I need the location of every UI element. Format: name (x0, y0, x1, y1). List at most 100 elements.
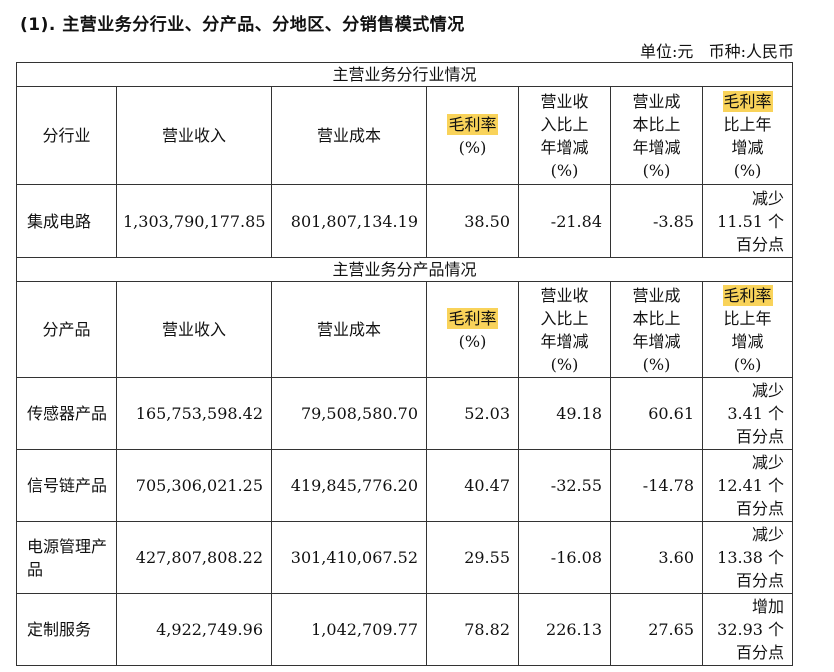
unit-currency-note: 单位:元 币种:人民币 (639, 42, 794, 61)
row-rev-change: 226.13 (518, 593, 611, 666)
rev-change-header-line: 年增减 (540, 137, 589, 157)
rev-change-header-line: 入比上 (540, 114, 589, 134)
margin-change-highlight-wrap: 毛利率 (709, 90, 786, 113)
margin-change-line: 减少 (752, 381, 785, 400)
header-first-col: 分产品 (16, 281, 117, 378)
rev-change-header-line: (%) (550, 354, 579, 374)
rev-change-header-line: (%) (550, 160, 579, 180)
margin-change-line: 百分点 (736, 427, 785, 446)
margin-change-header-line: (%) (733, 160, 762, 180)
margin-change-line: 百分点 (736, 234, 785, 254)
header-rev-change: 营业收入比上年增减 (%) (518, 281, 611, 378)
margin-change-line: 减少 (752, 188, 785, 208)
cost-change-header-line: 本比上 (632, 308, 681, 328)
row-margin-change: 减少 13.38 个百分点 (701, 521, 794, 594)
margin-pct: (%) (458, 331, 487, 351)
rev-change-header-line: 年增减 (540, 331, 589, 351)
margin-change-line: 百分点 (736, 643, 785, 662)
rev-change-header-line: 入比上 (540, 308, 589, 328)
row-margin-change: 减少 11.51 个百分点 (701, 184, 794, 258)
row-cost-change: 27.65 (610, 593, 703, 666)
row-cost: 801,807,134.19 (271, 184, 427, 258)
row-revenue: 705,306,021.25 (116, 449, 272, 522)
header-revenue: 营业收入 (116, 86, 272, 185)
header-row: 分行业 营业收入 营业成本 毛利率 (%) 营业收 入比上 年增减 (%) 营业成 本比上 年增减 (%… (16, 86, 794, 185)
row-cost-change: 3.60 (610, 521, 703, 594)
header-cost-change: 营业成本比上年增减 (%) (610, 281, 703, 378)
row-rev-change: -21.84 (518, 184, 611, 258)
row-name: 定制服务 (16, 593, 117, 666)
cost-change-header-line: 本比上 (632, 114, 681, 134)
margin-change-line: 减少 (752, 525, 785, 544)
margin-change-line: 百分点 (736, 499, 785, 518)
row-name: 信号链产品 (16, 449, 117, 522)
row-cost-change: -3.85 (610, 184, 703, 258)
margin-change-line: 12.41 个 (717, 476, 785, 495)
margin-change-highlight-wrap: 毛利率 (709, 284, 786, 307)
row-cost: 1,042,709.77 (271, 593, 427, 666)
row-margin: 52.03 (426, 377, 519, 450)
margin-change-line: 减少 (752, 453, 785, 472)
table-row: 集成电路 1,303,790,177.85 801,807,134.19 38.50-… (16, 184, 794, 258)
row-margin: 78.82 (426, 593, 519, 666)
margin-change-header-line: 增减 (731, 331, 764, 351)
margin-change-line: 3.41 个 (727, 404, 785, 423)
rev-change-header-line: 营业收 (540, 285, 589, 305)
margin-change-line: 增加 (752, 597, 785, 616)
header-row: 分产品 营业收入 营业成本 毛利率 (%) 营业收 入比上 年增减 (%) 营业成 本比上 年增减 (%… (16, 281, 794, 378)
rev-change-header-line: 营业收 (540, 91, 589, 111)
cost-change-header-line: 年增减 (632, 331, 681, 351)
row-margin: 40.47 (426, 449, 519, 522)
row-cost: 419,845,776.20 (271, 449, 427, 522)
header-margin: 毛利率 (%) (426, 86, 519, 185)
margin-change-line: 11.51 个 (717, 211, 785, 231)
row-revenue: 427,807,808.22 (116, 521, 272, 594)
section-title: 主营业务分行业情况 (15, 62, 794, 87)
margin-change-header-line: 增减 (731, 137, 764, 157)
margin-change-line: 百分点 (736, 571, 785, 590)
margin-highlight: 毛利率 (447, 113, 498, 135)
row-name: 传感器产品 (16, 377, 117, 450)
row-margin-change: 减少 12.41 个百分点 (701, 449, 794, 522)
row-cost-change: -14.78 (610, 449, 703, 522)
row-cost-change: 60.61 (610, 377, 703, 450)
table-row: 传感器产品 165,753,598.42 79,508,580.70 52.03 49.… (16, 377, 794, 450)
cost-change-header-line: 年增减 (632, 137, 681, 157)
header-first-col: 分行业 (16, 86, 117, 185)
row-revenue: 4,922,749.96 (116, 593, 272, 666)
margin-change-highlight: 毛利率 (722, 284, 773, 306)
header-rev-change: 营业收入比上年增减 (%) (518, 86, 611, 185)
row-name: 电源管理产品 (16, 521, 117, 594)
table-row: 信号链产品 705,306,021.25 419,845,776.20 40.47 -3… (16, 449, 794, 522)
row-margin: 38.50 (426, 184, 519, 258)
margin-highlight: 毛利率 (447, 307, 498, 329)
margin-change-header-line: 比上年 (723, 114, 772, 134)
row-cost: 79,508,580.70 (271, 377, 427, 450)
margin-change-header-line: (%) (733, 354, 762, 374)
table-row: 定制服务 4,922,749.96 1,042,709.77 78.82 226.13 2… (16, 593, 794, 666)
header-cost: 营业成本 (271, 281, 427, 378)
row-cost: 301,410,067.52 (271, 521, 427, 594)
margin-change-header-line: 比上年 (723, 308, 772, 328)
row-rev-change: 49.18 (518, 377, 611, 450)
row-revenue: 1,303,790,177.85 (116, 184, 272, 258)
header-margin: 毛利率 (%) (426, 281, 519, 378)
row-rev-change: -32.55 (518, 449, 611, 522)
row-rev-change: -16.08 (518, 521, 611, 594)
margin-change-line: 13.38 个 (717, 548, 785, 567)
row-margin-change: 增加 32.93 个百分点 (701, 593, 794, 666)
section-title-row: 主营业务分行业情况 (15, 62, 794, 87)
cost-change-header-line: 营业成 (632, 285, 681, 305)
section-heading: (1). 主营业务分行业、分产品、分地区、分销售模式情况 (20, 15, 465, 35)
section-title: 主营业务分产品情况 (15, 257, 794, 282)
row-revenue: 165,753,598.42 (116, 377, 272, 450)
cost-change-header-line: 营业成 (632, 91, 681, 111)
section-title-row: 主营业务分产品情况 (15, 257, 794, 282)
margin-pct: (%) (458, 137, 487, 157)
table-row: 电源管理产品 427,807,808.22 301,410,067.52 29.55-… (16, 521, 794, 594)
header-revenue: 营业收入 (116, 281, 272, 378)
header-cost: 营业成本 (271, 86, 427, 185)
row-margin: 29.55 (426, 521, 519, 594)
cost-change-header-line: (%) (642, 354, 671, 374)
header-cost-change: 营业成 本比上 年增减 (%) (610, 86, 703, 185)
